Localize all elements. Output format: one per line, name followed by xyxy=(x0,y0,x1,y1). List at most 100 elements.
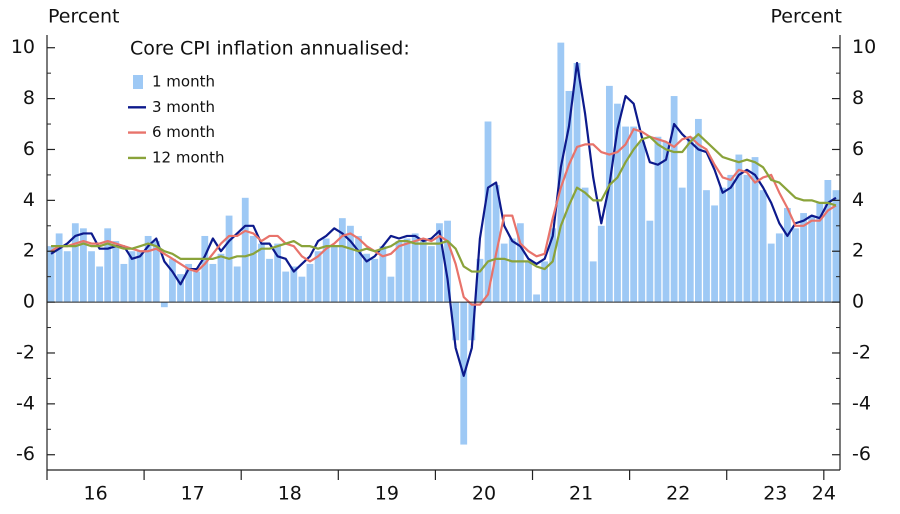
bar xyxy=(605,85,613,303)
bar xyxy=(71,223,79,303)
legend-title: Core CPI inflation annualised: xyxy=(130,38,410,60)
bar xyxy=(573,62,581,303)
bar xyxy=(258,243,265,303)
y2-tick-label: 8 xyxy=(852,87,864,109)
bar xyxy=(338,218,346,303)
bar xyxy=(589,261,597,303)
y2-tick-label: -4 xyxy=(852,392,871,414)
x-tick-label: 22 xyxy=(666,483,690,505)
bar xyxy=(249,235,257,303)
bar xyxy=(201,235,209,303)
bar xyxy=(816,202,824,303)
bar xyxy=(719,187,727,303)
bar xyxy=(792,228,799,303)
bar xyxy=(784,207,791,303)
x-tick-label: 20 xyxy=(472,483,496,505)
y-tick-label: 0 xyxy=(23,291,35,313)
bar xyxy=(330,246,338,303)
bar xyxy=(88,251,95,303)
bar xyxy=(104,228,112,303)
bar xyxy=(241,197,249,303)
y-tick-label: -4 xyxy=(16,392,35,414)
line-series xyxy=(51,133,837,273)
bar xyxy=(832,190,840,303)
bar xyxy=(444,220,451,303)
legend-label: 6 month xyxy=(152,123,215,141)
y-tick-label: 2 xyxy=(23,240,35,262)
bar xyxy=(371,258,379,303)
bar xyxy=(735,154,743,303)
bar xyxy=(290,266,298,303)
y-tick-label: -6 xyxy=(16,443,35,465)
bar xyxy=(694,118,702,303)
bar xyxy=(638,141,646,303)
x-tick-label: 21 xyxy=(569,483,593,505)
bar xyxy=(419,241,427,303)
bar xyxy=(379,246,387,303)
bar xyxy=(711,205,718,303)
bar xyxy=(395,241,403,303)
bar xyxy=(355,235,362,303)
bar xyxy=(476,258,484,303)
bar xyxy=(767,243,775,303)
bar xyxy=(516,223,524,303)
y2-tick-label: 10 xyxy=(852,36,876,58)
bar xyxy=(500,243,508,303)
y-tick-label: 4 xyxy=(23,189,35,211)
bar xyxy=(136,251,144,303)
y2-tick-label: 0 xyxy=(852,291,864,313)
y2-tick-label: 4 xyxy=(852,189,864,211)
x-tick-label: 23 xyxy=(763,483,787,505)
y2-tick-label: 2 xyxy=(852,240,864,262)
bar xyxy=(452,302,460,341)
bar xyxy=(646,220,654,303)
y-tick-label: 6 xyxy=(23,138,35,160)
bar xyxy=(751,157,759,303)
bar xyxy=(703,190,710,303)
bar xyxy=(614,103,621,303)
bar xyxy=(565,90,573,303)
bar xyxy=(759,190,767,303)
bar xyxy=(484,121,492,303)
bar xyxy=(177,274,184,303)
bar xyxy=(508,238,516,303)
bar xyxy=(274,243,282,303)
bar xyxy=(436,223,443,303)
bar xyxy=(808,215,816,303)
y-tick-label: 10 xyxy=(11,36,35,58)
bar xyxy=(193,271,201,303)
bar xyxy=(298,276,306,303)
legend-label: 1 month xyxy=(152,73,215,91)
bar xyxy=(209,263,217,303)
bar xyxy=(144,235,152,303)
bar xyxy=(96,266,103,303)
bar xyxy=(427,246,435,303)
bar xyxy=(306,263,314,303)
bar xyxy=(678,187,686,303)
bar xyxy=(217,253,225,303)
bar xyxy=(775,233,783,303)
bar xyxy=(47,246,55,303)
bar xyxy=(152,241,160,303)
bar xyxy=(800,213,807,303)
bar xyxy=(654,136,662,303)
bar xyxy=(128,251,136,303)
bar xyxy=(387,276,395,303)
bar xyxy=(622,126,629,303)
legend-label: 3 month xyxy=(152,98,215,116)
bar xyxy=(727,174,735,303)
legend-swatch xyxy=(133,75,143,89)
bar xyxy=(112,241,120,303)
y2-tick-label: 6 xyxy=(852,138,864,160)
bar xyxy=(824,180,832,303)
bar xyxy=(160,302,168,308)
bar xyxy=(282,271,290,303)
bar xyxy=(743,174,751,303)
x-tick-label: 19 xyxy=(375,483,399,505)
bar xyxy=(403,238,411,303)
bar xyxy=(670,96,678,303)
bar xyxy=(322,238,330,303)
line-series xyxy=(50,61,837,377)
bar xyxy=(492,185,500,303)
